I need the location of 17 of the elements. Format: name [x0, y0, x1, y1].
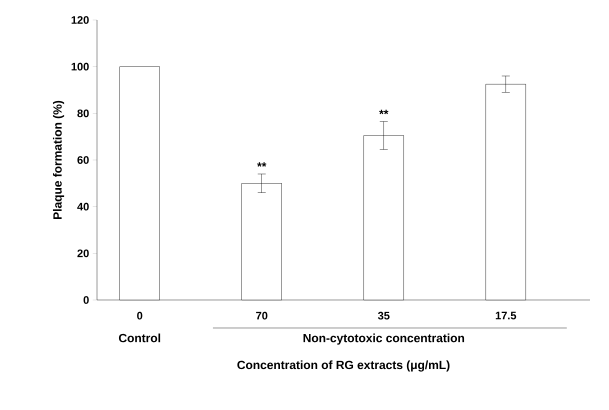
x-axis-title: Concentration of RG extracts (μg/mL) [237, 360, 450, 372]
annotation: ** [379, 110, 388, 114]
text: Non-cytotoxic concentration [304, 334, 464, 345]
annotation: ** [257, 162, 266, 167]
y-tick-label: 80 [77, 109, 89, 118]
y-axis-title: Plaque formation (%) [52, 100, 64, 219]
y-tick-label: 20 [77, 249, 89, 258]
y-tick-label: 60 [77, 156, 89, 164]
y-tick-label: 120 [72, 16, 89, 24]
x-tick-label: 17.5 [496, 312, 516, 320]
y-tick-label: 0 [84, 296, 89, 304]
text: Control [118, 334, 160, 342]
x-tick-label: 70 [256, 312, 268, 320]
x-tick-label: 35 [378, 312, 390, 320]
y-tick-label: 100 [72, 62, 89, 71]
x-tick-label: 0 [137, 312, 142, 320]
y-tick-label: 40 [77, 202, 89, 211]
